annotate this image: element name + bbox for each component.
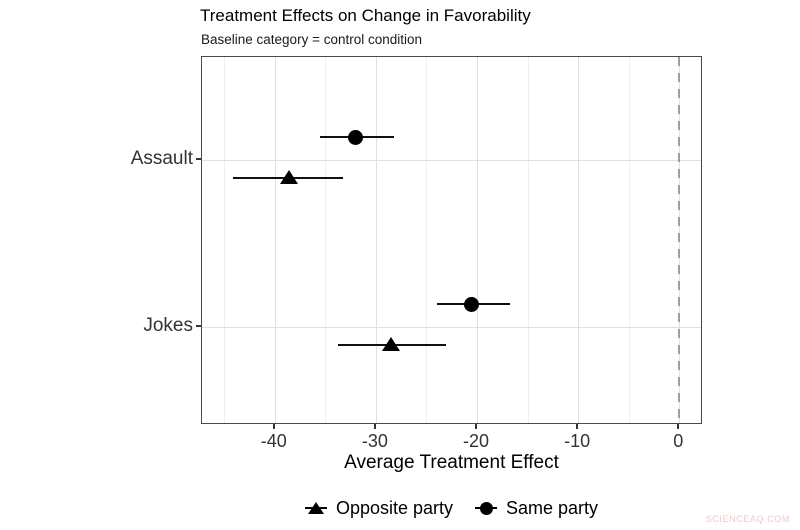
point-circle-jokes bbox=[464, 296, 480, 312]
zero-reference-line bbox=[678, 57, 681, 423]
gridline-major-x--30 bbox=[375, 57, 377, 423]
point-triangle-assault bbox=[279, 170, 298, 185]
legend-key-circle-icon bbox=[475, 499, 497, 517]
legend-item-opposite-party: Opposite party bbox=[304, 497, 453, 519]
point-circle-assault bbox=[348, 129, 364, 145]
gridline-major-x--40 bbox=[274, 57, 276, 423]
legend-label: Opposite party bbox=[335, 497, 453, 518]
gridline-minor-x--35 bbox=[325, 57, 327, 423]
gridline-minor-x--15 bbox=[527, 57, 529, 423]
x-tick--10 bbox=[576, 424, 578, 429]
gridline-minor-x--5 bbox=[628, 57, 630, 423]
gridline-minor-x--25 bbox=[426, 57, 428, 423]
x-tick--40 bbox=[273, 424, 275, 429]
x-tick-label--30: -30 bbox=[361, 431, 388, 451]
gridline-major-x--20 bbox=[477, 57, 479, 423]
x-tick-label--40: -40 bbox=[260, 431, 287, 451]
plot-panel bbox=[201, 56, 702, 424]
legend-label: Same party bbox=[506, 497, 599, 518]
y-tick-label-jokes: Jokes bbox=[143, 315, 193, 337]
y-tick-assault bbox=[196, 158, 201, 160]
gridline-major-y-jokes bbox=[202, 327, 701, 329]
x-tick-0 bbox=[677, 424, 679, 429]
point-triangle-jokes bbox=[382, 337, 401, 352]
gridline-major-x--10 bbox=[578, 57, 580, 423]
x-tick-label--10: -10 bbox=[564, 431, 591, 451]
triangle-icon bbox=[307, 502, 324, 514]
x-tick--20 bbox=[475, 424, 477, 429]
gridline-minor-x--45 bbox=[224, 57, 226, 423]
x-axis-title: Average Treatment Effect bbox=[344, 452, 559, 473]
y-tick-jokes bbox=[196, 325, 201, 327]
x-tick-label-0: 0 bbox=[673, 431, 684, 451]
watermark: SCIENCEAQ.COM bbox=[705, 514, 790, 524]
circle-icon bbox=[479, 501, 493, 515]
x-tick--30 bbox=[374, 424, 376, 429]
legend-key-triangle-icon bbox=[304, 499, 327, 517]
gridline-major-y-assault bbox=[202, 160, 701, 162]
legend-item-same-party: Same party bbox=[475, 498, 598, 519]
y-tick-label-assault: Assault bbox=[130, 148, 193, 170]
x-tick-label--20: -20 bbox=[463, 431, 490, 451]
chart-subtitle: Baseline category = control condition bbox=[201, 32, 423, 47]
chart-title: Treatment Effects on Change in Favorabil… bbox=[200, 6, 531, 25]
legend: Opposite party Same party bbox=[201, 493, 702, 523]
